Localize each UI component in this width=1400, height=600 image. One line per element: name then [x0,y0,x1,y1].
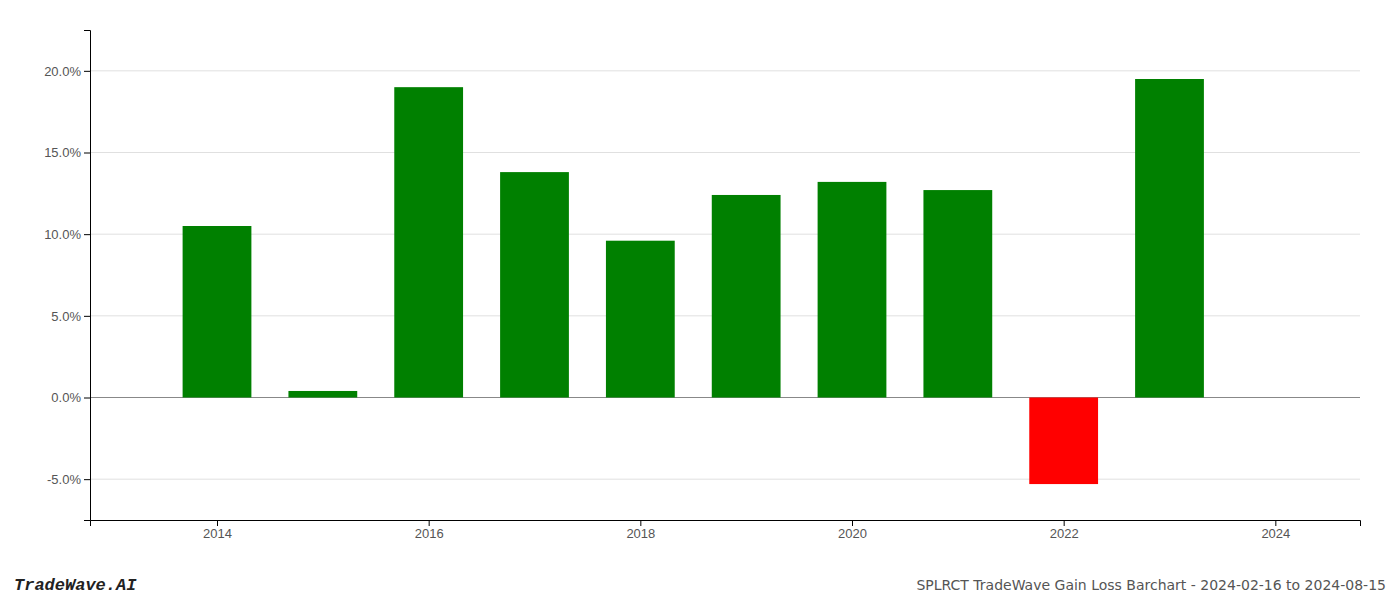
chart-svg: -5.0% 0.0% 5.0% 10.0% 15.0% 20.0% 2014 2016 2018… [0,0,1400,600]
bar [1135,79,1204,398]
x-tick: 2024 [1261,520,1290,541]
grid [90,71,1360,479]
x-tick: 2022 [1050,520,1079,541]
footer-right: SPLRCT TradeWave Gain Loss Barchart - 20… [916,577,1386,593]
x-tick-mark [429,520,430,526]
y-tick: 5.0% [51,308,90,323]
bar [818,182,887,398]
y-tick-label: 5.0% [51,308,81,323]
y-axis: -5.0% 0.0% 5.0% 10.0% 15.0% 20.0% [44,31,90,521]
x-tick: 2016 [415,520,444,541]
bar [712,195,781,398]
x-tick-label: 2024 [1261,526,1290,541]
y-tick-label: 0.0% [51,390,81,405]
y-tick: 0.0% [51,390,90,405]
x-tick-label: 2014 [203,526,232,541]
y-tick-label: 10.0% [44,227,81,242]
chart-container: -5.0% 0.0% 5.0% 10.0% 15.0% 20.0% 2014 2016 2018… [0,0,1400,600]
y-tick-mark [84,71,90,72]
y-tick-mark [84,234,90,235]
bar [183,226,252,398]
bar [394,87,463,397]
y-tick-label: -5.0% [47,472,81,487]
bars [183,79,1204,484]
x-tick-label: 2016 [415,526,444,541]
x-tick: 2018 [626,520,655,541]
y-tick-mark [84,398,90,399]
y-tick: 15.0% [44,145,90,160]
bar [923,190,992,397]
grid-line [90,70,1360,71]
x-tick-label: 2020 [838,526,867,541]
y-tick-mark [84,479,90,480]
x-axis-line [91,521,1361,527]
x-tick: 2014 [203,520,232,541]
x-tick-mark [852,520,853,526]
y-tick-mark [84,153,90,154]
y-axis-line [84,31,91,521]
grid-line [90,479,1360,480]
y-tick: -5.0% [47,472,90,487]
footer-left: TradeWave.AI [14,576,137,595]
y-tick-mark [84,316,90,317]
y-tick: 20.0% [44,63,90,78]
bar [1029,398,1098,485]
x-tick: 2020 [838,520,867,541]
y-tick-label: 15.0% [44,145,81,160]
bar [288,391,357,398]
y-tick-label: 20.0% [44,63,81,78]
y-tick: 10.0% [44,227,90,242]
x-tick-label: 2018 [626,526,655,541]
x-tick-mark [217,520,218,526]
x-tick-mark [1275,520,1276,526]
x-tick-mark [640,520,641,526]
x-axis: 2014 2016 2018 2020 2022 2024 [91,520,1361,541]
bar [606,241,675,398]
x-tick-label: 2022 [1050,526,1079,541]
x-tick-mark [1064,520,1065,526]
bar [500,172,569,397]
